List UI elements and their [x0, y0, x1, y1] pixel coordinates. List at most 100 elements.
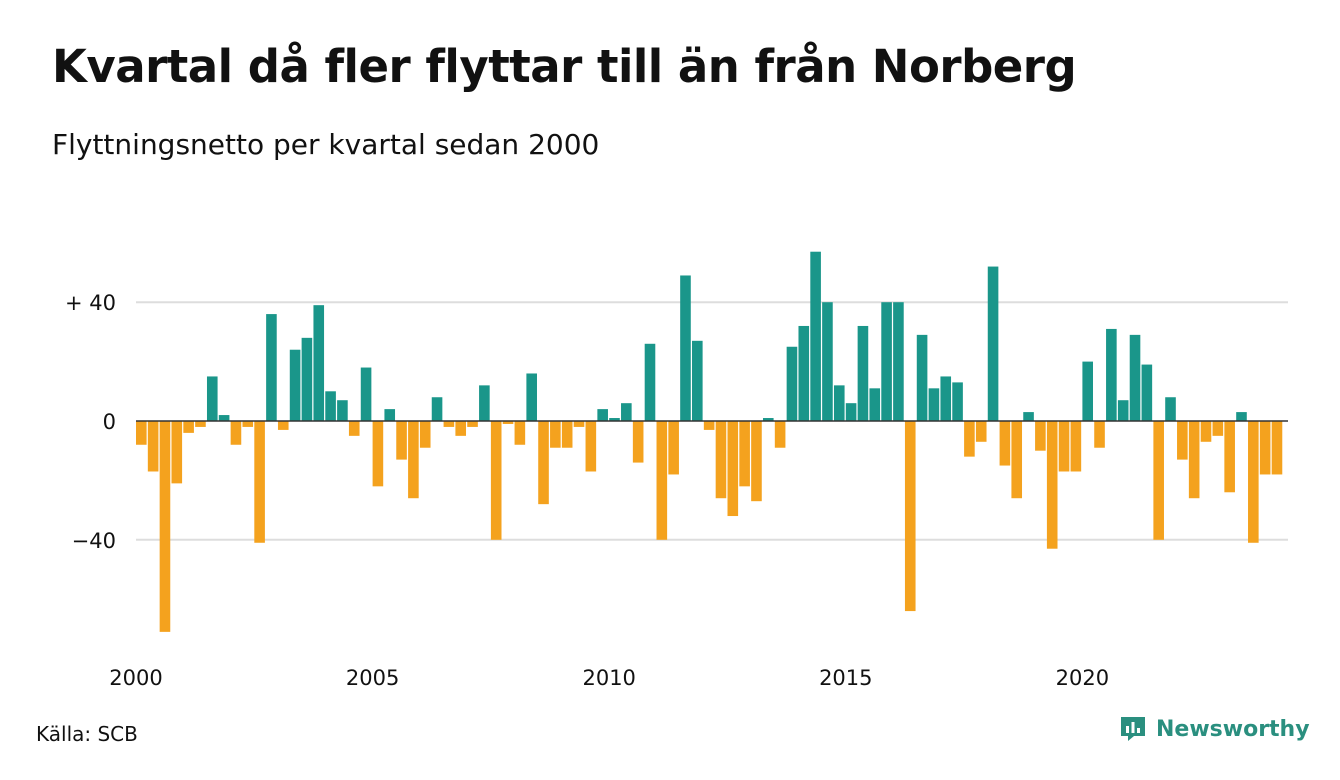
bar — [514, 421, 526, 445]
bar — [739, 421, 750, 487]
x-tick-label: 2000 — [109, 666, 162, 690]
bar — [1165, 397, 1176, 421]
grid-lines — [136, 301, 1288, 541]
bar — [1259, 421, 1271, 475]
bar — [431, 397, 443, 421]
bar — [1082, 361, 1093, 421]
x-tick-label: 2010 — [582, 666, 635, 690]
bar — [680, 275, 691, 421]
bar — [999, 421, 1011, 466]
bar — [632, 421, 644, 463]
bar — [1141, 364, 1153, 421]
bar — [526, 373, 537, 421]
bar — [490, 421, 502, 540]
bar — [857, 325, 869, 421]
bar — [206, 376, 218, 421]
bar — [1011, 421, 1023, 499]
bar — [1023, 412, 1034, 421]
bar — [916, 334, 928, 421]
bar — [1212, 421, 1224, 436]
bar — [289, 349, 301, 421]
bar — [1200, 421, 1212, 442]
x-tick-label: 2005 — [346, 666, 399, 690]
bar — [254, 421, 265, 543]
bar — [443, 421, 455, 427]
bar — [479, 385, 490, 421]
bar — [348, 421, 360, 436]
bar — [313, 305, 325, 421]
bar — [561, 421, 573, 448]
y-tick-label: + 40 — [65, 291, 116, 315]
bar — [1046, 421, 1058, 549]
bar — [668, 421, 679, 475]
bar — [881, 302, 892, 421]
bar — [384, 409, 396, 421]
bar — [845, 403, 857, 421]
bar — [372, 421, 384, 487]
bar — [869, 388, 881, 421]
bar — [715, 421, 727, 499]
bar — [904, 421, 916, 612]
bar — [609, 418, 620, 421]
chart-title: Kvartal då fler flyttar till än från Nor… — [52, 40, 1077, 93]
bar — [1129, 334, 1141, 421]
bar — [774, 421, 786, 448]
newsworthy-logo: Newsworthy — [1118, 714, 1310, 744]
bar — [928, 388, 940, 421]
bar — [573, 421, 585, 427]
bar — [1248, 421, 1259, 543]
bar — [786, 346, 798, 421]
bar — [644, 343, 656, 421]
bars — [136, 251, 1283, 632]
y-tick-label: −40 — [72, 529, 116, 553]
bar — [1094, 421, 1105, 448]
bar — [195, 421, 206, 427]
bar — [277, 421, 289, 430]
bar — [810, 251, 821, 421]
bar — [360, 367, 372, 421]
bar — [964, 421, 975, 457]
bar — [266, 314, 277, 421]
bar — [147, 421, 159, 472]
bar — [751, 421, 762, 502]
bar — [301, 337, 313, 421]
bar — [727, 421, 739, 517]
bar — [1106, 328, 1117, 421]
bar — [975, 421, 987, 442]
bar — [538, 421, 549, 505]
bar — [1035, 421, 1046, 451]
x-axis-ticks: 2000 2005 2010 2015 2020 — [109, 666, 1109, 690]
bar — [585, 421, 597, 472]
bar — [940, 376, 952, 421]
bar — [1188, 421, 1200, 499]
bar — [419, 421, 431, 448]
bar — [550, 421, 561, 448]
bar — [1070, 421, 1082, 472]
bar — [1236, 412, 1247, 421]
bar — [798, 325, 810, 421]
bar — [325, 391, 336, 421]
bar — [230, 421, 242, 445]
newsworthy-logo-icon — [1121, 717, 1145, 741]
bar — [1224, 421, 1235, 493]
source-note: Källa: SCB — [36, 722, 138, 746]
bar — [502, 421, 514, 424]
bar — [1117, 400, 1129, 421]
bar — [455, 421, 467, 436]
bar — [337, 400, 348, 421]
bar-chart: + 40 0 −40 2000 2005 2010 2015 2020 — [65, 251, 1288, 690]
bar — [703, 421, 715, 430]
bar — [762, 418, 774, 421]
bar — [408, 421, 419, 499]
bar — [1271, 421, 1283, 475]
bar — [467, 421, 478, 427]
bar — [136, 421, 147, 445]
bar — [987, 266, 999, 421]
bar — [218, 415, 230, 421]
bar — [242, 421, 254, 427]
bar — [159, 421, 171, 632]
brand-name: Newsworthy — [1156, 716, 1310, 742]
bar — [952, 382, 963, 421]
bar — [621, 403, 632, 421]
bar — [183, 421, 194, 433]
